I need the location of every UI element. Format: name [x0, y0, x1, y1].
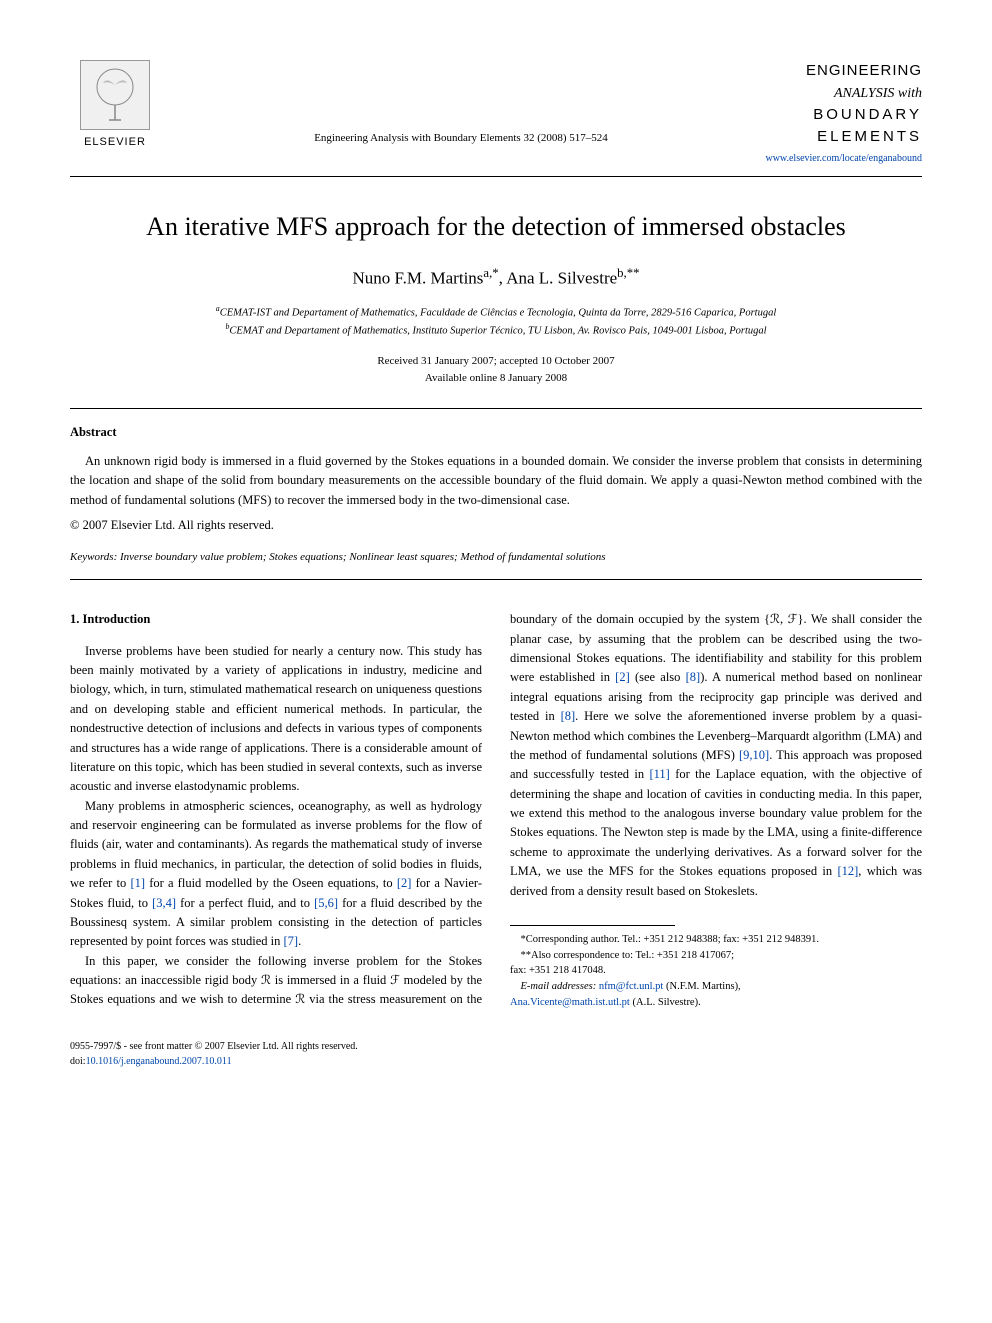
ref-11[interactable]: [11]	[649, 767, 669, 781]
body-columns: 1. Introduction Inverse problems have be…	[70, 610, 922, 1010]
keywords-text: Inverse boundary value problem; Stokes e…	[120, 551, 606, 563]
page-footer: 0955-7997/$ - see front matter © 2007 El…	[70, 1039, 922, 1069]
authors: Nuno F.M. Martinsa,*, Ana L. Silvestreb,…	[70, 264, 922, 291]
received-accepted: Received 31 January 2007; accepted 10 Oc…	[70, 353, 922, 370]
footnote-separator	[510, 925, 675, 926]
article-title: An iterative MFS approach for the detect…	[70, 207, 922, 246]
corresponding-2a: **Also correspondence to: Tel.: +351 218…	[510, 948, 922, 964]
email-label: E-mail addresses:	[521, 981, 597, 992]
elsevier-logo: ELSEVIER	[70, 60, 160, 151]
footer-left: 0955-7997/$ - see front matter © 2007 El…	[70, 1039, 358, 1069]
email-line-2: Ana.Vicente@math.ist.utl.pt (A.L. Silves…	[510, 995, 922, 1011]
footnotes: *Corresponding author. Tel.: +351 212 94…	[510, 932, 922, 1011]
ref-8b[interactable]: [8]	[561, 709, 576, 723]
ref-5-6[interactable]: [5,6]	[314, 896, 338, 910]
ref-3-4[interactable]: [3,4]	[152, 896, 176, 910]
abstract-copyright: © 2007 Elsevier Ltd. All rights reserved…	[70, 516, 922, 535]
elsevier-tree-icon	[80, 60, 150, 130]
keywords-row: Keywords: Inverse boundary value problem…	[70, 549, 922, 566]
section-1-heading: 1. Introduction	[70, 610, 482, 629]
ref-12[interactable]: [12]	[837, 864, 858, 878]
email-line: E-mail addresses: nfm@fct.unl.pt (N.F.M.…	[510, 979, 922, 995]
ref-2b[interactable]: [2]	[615, 670, 630, 684]
journal-logo-line3: BOUNDARY	[762, 104, 922, 127]
keywords-label: Keywords:	[70, 551, 117, 563]
elsevier-label: ELSEVIER	[84, 134, 146, 151]
intro-p2: Many problems in atmospheric sciences, o…	[70, 797, 482, 952]
journal-logo-line4: ELEMENTS	[762, 126, 922, 149]
journal-logo-line2: ANALYSIS with	[762, 83, 922, 104]
abstract-bottom-rule	[70, 579, 922, 580]
article-dates: Received 31 January 2007; accepted 10 Oc…	[70, 353, 922, 386]
corresponding-1: *Corresponding author. Tel.: +351 212 94…	[510, 932, 922, 948]
doi-link[interactable]: 10.1016/j.enganabound.2007.10.011	[86, 1056, 232, 1067]
affiliation-a: aCEMAT-IST and Departament of Mathematic…	[70, 303, 922, 321]
abstract-top-rule	[70, 408, 922, 409]
journal-logo: ENGINEERING ANALYSIS with BOUNDARY ELEME…	[762, 60, 922, 166]
ref-2[interactable]: [2]	[397, 876, 412, 890]
intro-p1: Inverse problems have been studied for n…	[70, 642, 482, 797]
corresponding-2b: fax: +351 218 417048.	[510, 963, 922, 979]
ref-1[interactable]: [1]	[130, 876, 145, 890]
footer-issn: 0955-7997/$ - see front matter © 2007 El…	[70, 1039, 358, 1054]
journal-reference: Engineering Analysis with Boundary Eleme…	[160, 60, 762, 147]
journal-logo-line1: ENGINEERING	[762, 60, 922, 83]
ref-9-10[interactable]: [9,10]	[739, 748, 769, 762]
footer-doi-line: doi:10.1016/j.enganabound.2007.10.011	[70, 1054, 358, 1069]
available-online: Available online 8 January 2008	[70, 370, 922, 387]
journal-url[interactable]: www.elsevier.com/locate/enganabound	[762, 151, 922, 166]
ref-7[interactable]: [7]	[283, 934, 298, 948]
abstract-heading: Abstract	[70, 423, 922, 442]
email-1[interactable]: nfm@fct.unl.pt	[599, 981, 664, 992]
email-2[interactable]: Ana.Vicente@math.ist.utl.pt	[510, 997, 630, 1008]
abstract-text: An unknown rigid body is immersed in a f…	[70, 452, 922, 510]
page-header: ELSEVIER Engineering Analysis with Bound…	[70, 60, 922, 166]
affiliation-b: bCEMAT and Departament of Mathematics, I…	[70, 321, 922, 339]
top-rule	[70, 176, 922, 177]
ref-8[interactable]: [8]	[686, 670, 701, 684]
affiliations: aCEMAT-IST and Departament of Mathematic…	[70, 303, 922, 340]
